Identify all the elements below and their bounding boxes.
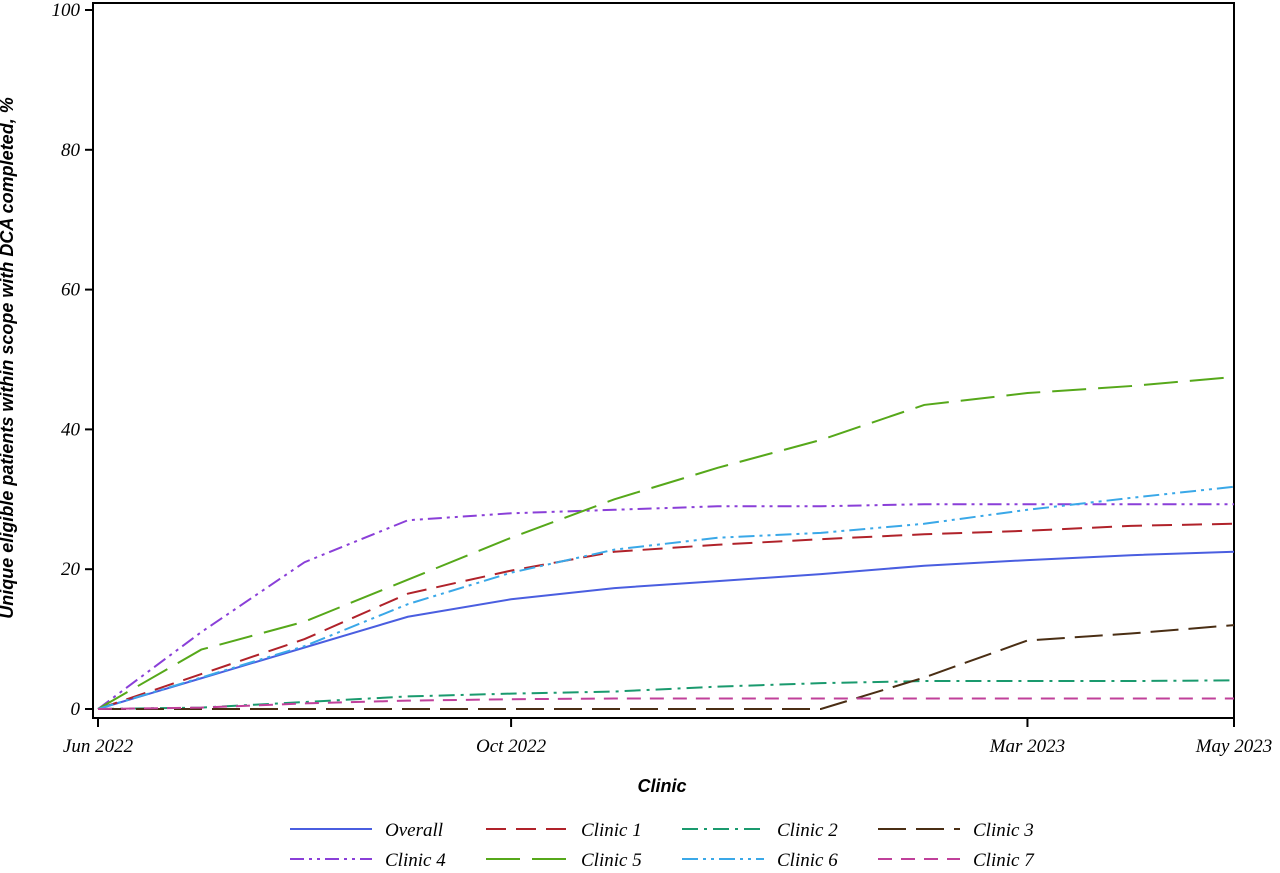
- legend-label: Clinic 6: [777, 850, 838, 868]
- legend-label: Overall: [385, 820, 443, 841]
- series-line: [97, 485, 1235, 710]
- series-line: [97, 503, 1234, 710]
- series-line: [97, 375, 1235, 710]
- y-tick-label: 80: [61, 140, 81, 161]
- y-axis-title: Unique eligible patients within scope wi…: [0, 97, 17, 618]
- series-line: [97, 550, 1235, 710]
- x-axis-title: Clinic: [637, 776, 686, 796]
- y-tick-label: 0: [71, 699, 81, 720]
- series-line: [97, 679, 1235, 710]
- legend-label: Clinic 1: [581, 820, 642, 841]
- legend-label: Clinic 5: [581, 850, 642, 868]
- y-tick-label: 20: [61, 559, 81, 580]
- y-tick-label: 40: [61, 419, 81, 440]
- x-tick-label: Mar 2023: [989, 736, 1065, 757]
- series-line: [97, 697, 1234, 710]
- legend-label: Clinic 7: [973, 850, 1035, 868]
- x-tick-label: Jun 2022: [63, 736, 134, 757]
- legend-label: Clinic 2: [777, 820, 838, 841]
- x-tick-label: May 2023: [1195, 736, 1273, 757]
- series-line: [98, 624, 1235, 710]
- legend-label: Clinic 4: [385, 850, 446, 868]
- legend-label: Clinic 3: [973, 820, 1034, 841]
- x-tick-label: Oct 2022: [476, 736, 547, 757]
- series-line: [97, 522, 1235, 710]
- y-tick-label: 60: [61, 280, 81, 301]
- y-tick-label: 100: [52, 0, 81, 21]
- plot-frame: [92, 2, 1235, 719]
